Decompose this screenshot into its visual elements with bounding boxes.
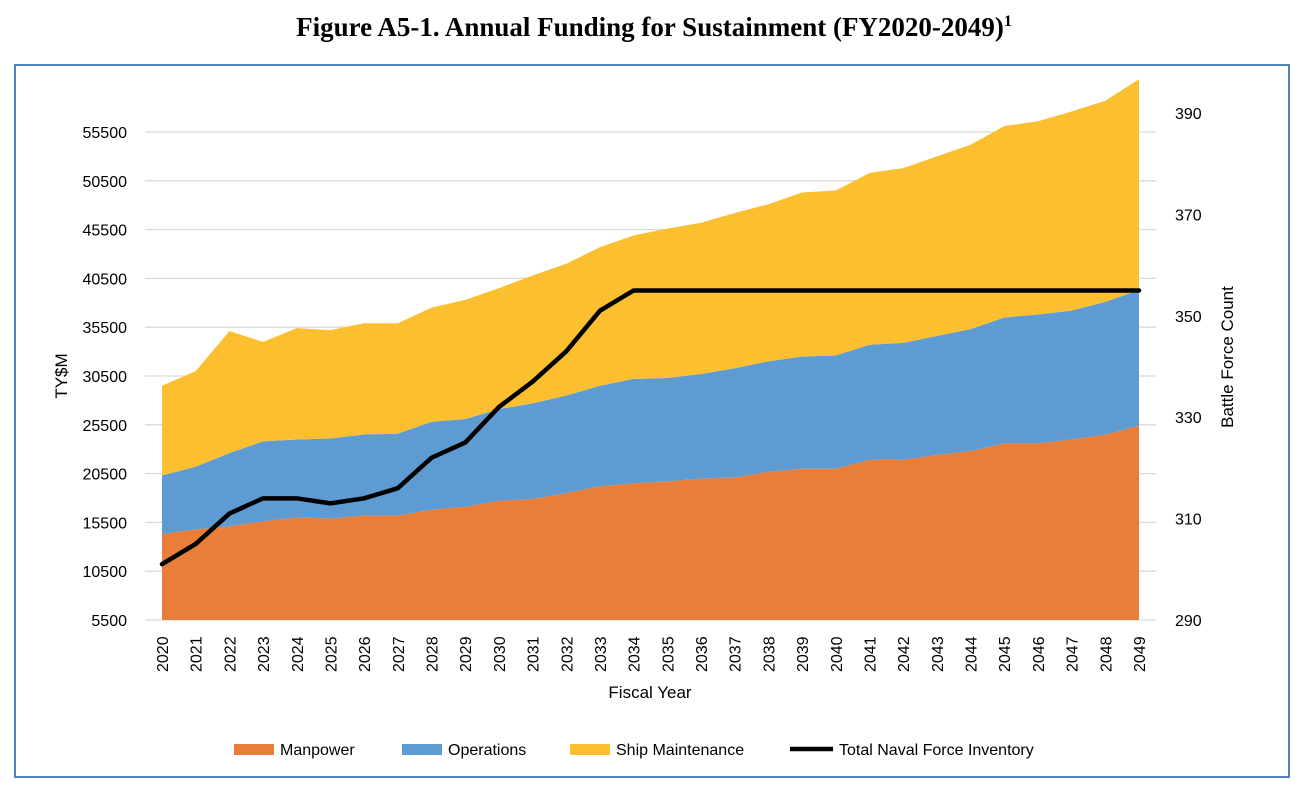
x-tick-label: 2040: [829, 636, 846, 672]
y-tick-label: 20500: [83, 467, 128, 484]
x-tick-label: 2035: [660, 636, 677, 672]
x-tick-label: 2048: [1098, 636, 1115, 672]
x-tick-label: 2024: [290, 636, 307, 672]
area-manpower: [162, 425, 1139, 620]
figure-title-text: Figure A5-1. Annual Funding for Sustainm…: [296, 12, 1004, 42]
x-tick-label: 2041: [862, 636, 879, 672]
x-tick-label: 2026: [357, 636, 374, 672]
y-tick-label: 25500: [83, 418, 128, 435]
legend-label: Operations: [448, 742, 526, 759]
y-tick-label: 50500: [83, 174, 128, 191]
x-tick-label: 2025: [323, 636, 340, 672]
y-tick-label: 35500: [83, 320, 128, 337]
x-tick-label: 2034: [627, 636, 644, 672]
y-tick-label: 55500: [83, 125, 128, 142]
x-tick-label: 2029: [458, 636, 475, 672]
x-tick-label: 2022: [222, 636, 239, 672]
x-tick-label: 2021: [189, 636, 206, 672]
x-tick-label: 2020: [155, 636, 172, 672]
y2-tick-label: 330: [1175, 410, 1202, 427]
y2-axis-title: Battle Force Count: [1218, 286, 1237, 428]
x-tick-label: 2037: [728, 636, 745, 672]
x-tick-label: 2030: [492, 636, 509, 672]
x-tick-label: 2045: [997, 636, 1014, 672]
footnote-marker: 1: [1003, 13, 1012, 30]
chart-frame: [14, 64, 1290, 778]
y2-tick-label: 310: [1175, 512, 1202, 529]
x-tick-label: 2038: [761, 636, 778, 672]
y-tick-label: 40500: [83, 271, 128, 288]
x-tick-label: 2027: [391, 636, 408, 672]
figure-title: Figure A5-1. Annual Funding for Sustainm…: [0, 12, 1308, 43]
y-tick-label: 30500: [83, 369, 128, 386]
y2-tick-label: 350: [1175, 309, 1202, 326]
legend-swatch: [402, 744, 442, 755]
x-tick-label: 2044: [964, 636, 981, 672]
x-tick-label: 2039: [795, 636, 812, 672]
legend-label: Ship Maintenance: [616, 742, 744, 759]
x-tick-label: 2047: [1065, 636, 1082, 672]
x-tick-label: 2023: [256, 636, 273, 672]
x-axis-title: Fiscal Year: [608, 683, 691, 702]
x-tick-label: 2046: [1031, 636, 1048, 672]
y-axis-title: TY$M: [52, 353, 71, 398]
x-tick-label: 2032: [559, 636, 576, 672]
y-tick-label: 10500: [83, 564, 128, 581]
y-tick-label: 15500: [83, 515, 128, 532]
x-tick-label: 2036: [694, 636, 711, 672]
legend-swatch: [234, 744, 274, 755]
area-operations: [162, 290, 1139, 535]
x-tick-label: 2049: [1132, 636, 1149, 672]
legend-label: Manpower: [280, 742, 355, 759]
x-tick-label: 2043: [930, 636, 947, 672]
y2-tick-label: 370: [1175, 207, 1202, 224]
legend-label: Total Naval Force Inventory: [839, 742, 1034, 759]
y2-tick-label: 390: [1175, 106, 1202, 123]
x-tick-label: 2031: [526, 636, 543, 672]
y2-tick-label: 290: [1175, 613, 1202, 630]
x-tick-label: 2028: [425, 636, 442, 672]
y-tick-label: 5500: [91, 613, 127, 630]
x-tick-label: 2033: [593, 636, 610, 672]
area-ship-maintenance: [162, 79, 1139, 476]
legend-swatch: [570, 744, 610, 755]
line-total-naval-force-inventory: [159, 288, 1142, 567]
y-tick-label: 45500: [83, 223, 128, 240]
x-tick-label: 2042: [896, 636, 913, 672]
